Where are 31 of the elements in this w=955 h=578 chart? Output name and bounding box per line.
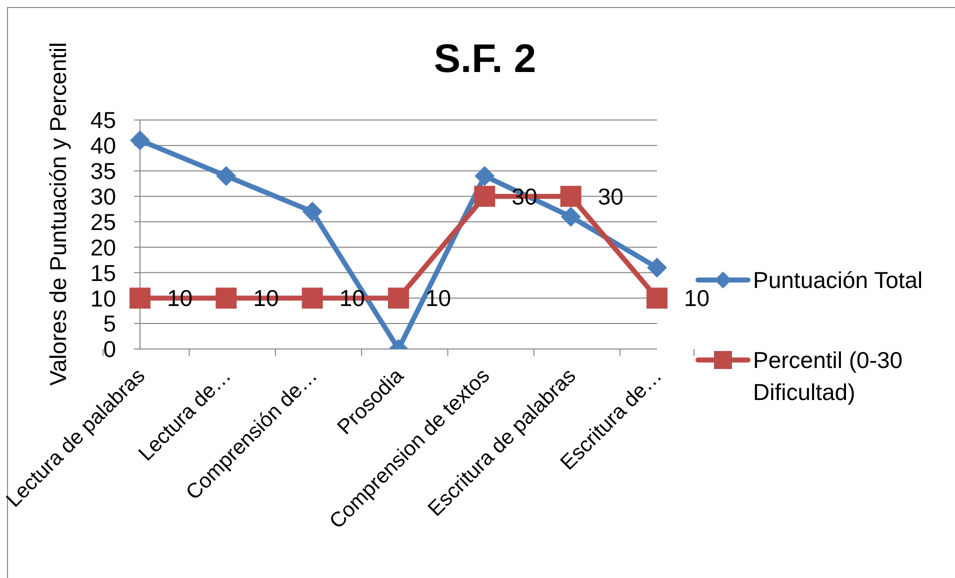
legend-label: Puntuación Total <box>753 266 924 295</box>
data-label: 10 <box>684 285 710 312</box>
point <box>474 186 496 207</box>
point <box>560 186 582 207</box>
point <box>560 206 581 227</box>
y-tick-label: 35 <box>90 158 116 184</box>
y-tick-label: 15 <box>90 260 116 286</box>
y-tick-label: 5 <box>103 310 116 337</box>
y-tick-label: 10 <box>90 285 116 312</box>
data-label: 30 <box>598 183 624 210</box>
point <box>388 288 409 309</box>
point <box>474 166 495 186</box>
y-tick-label: 40 <box>90 132 116 159</box>
y-tick-label: 30 <box>90 184 116 210</box>
y-tick-label: 20 <box>90 234 116 260</box>
y-tick-label: 25 <box>90 208 116 235</box>
point <box>647 258 667 278</box>
data-label: 10 <box>426 285 452 312</box>
point <box>130 130 150 150</box>
y-tick-label: 45 <box>90 107 116 134</box>
point <box>646 288 668 309</box>
legend-label: Percentil (0-30 Dificultad) <box>753 346 904 407</box>
y-axis-title: Valores de Puntuación y Percentil <box>45 42 71 386</box>
data-label: 30 <box>512 183 538 210</box>
point <box>216 166 236 186</box>
y-tick-label: 0 <box>103 336 116 362</box>
point <box>216 288 237 309</box>
point <box>302 202 322 222</box>
point <box>302 288 323 309</box>
chart-title: S.F. 2 <box>432 36 538 82</box>
point <box>130 288 150 309</box>
